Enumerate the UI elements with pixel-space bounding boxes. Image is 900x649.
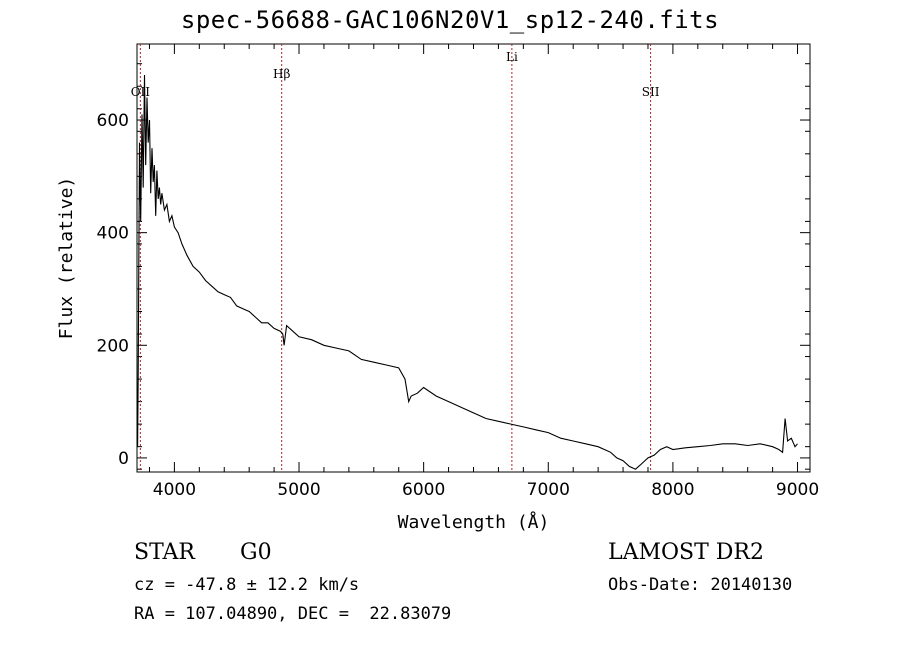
- y-tick-label: 0: [118, 449, 129, 469]
- coordinates: RA = 107.04890, DEC = 22.83079: [134, 604, 452, 624]
- y-tick-label: 600: [97, 111, 129, 131]
- marker-label: SII: [642, 85, 660, 99]
- x-tick-label: 5000: [277, 480, 320, 500]
- x-tick-label: 7000: [527, 480, 570, 500]
- spectral-subclass: G0: [240, 540, 272, 565]
- y-axis-title: Flux (relative): [56, 177, 77, 340]
- x-tick-label: 4000: [153, 480, 196, 500]
- chart-title: spec-56688-GAC106N20V1_sp12-240.fits: [180, 6, 720, 34]
- x-axis-title: Wavelength (Å): [398, 511, 550, 533]
- object-type: STAR: [134, 540, 195, 565]
- plot-area: 4000 5000 6000 7000 8000 9000 0 200 400 600 Wavele…: [56, 43, 819, 533]
- spectrum-line: [137, 74, 798, 470]
- marker-label: Li: [506, 50, 518, 64]
- observation-date: Obs-Date: 20140130: [608, 575, 793, 595]
- x-tick-label: 6000: [402, 480, 445, 500]
- marker-label: OII: [131, 85, 151, 99]
- x-tick-label: 9000: [776, 480, 819, 500]
- marker-label: Hβ: [273, 67, 290, 81]
- x-tick-label: 8000: [651, 480, 694, 500]
- redshift-velocity: cz = -47.8 ± 12.2 km/s: [134, 575, 360, 595]
- plot-frame: [136, 43, 811, 473]
- y-tick-label: 400: [97, 224, 129, 244]
- y-tick-label: 200: [97, 336, 129, 356]
- data-release: LAMOST DR2: [608, 540, 764, 565]
